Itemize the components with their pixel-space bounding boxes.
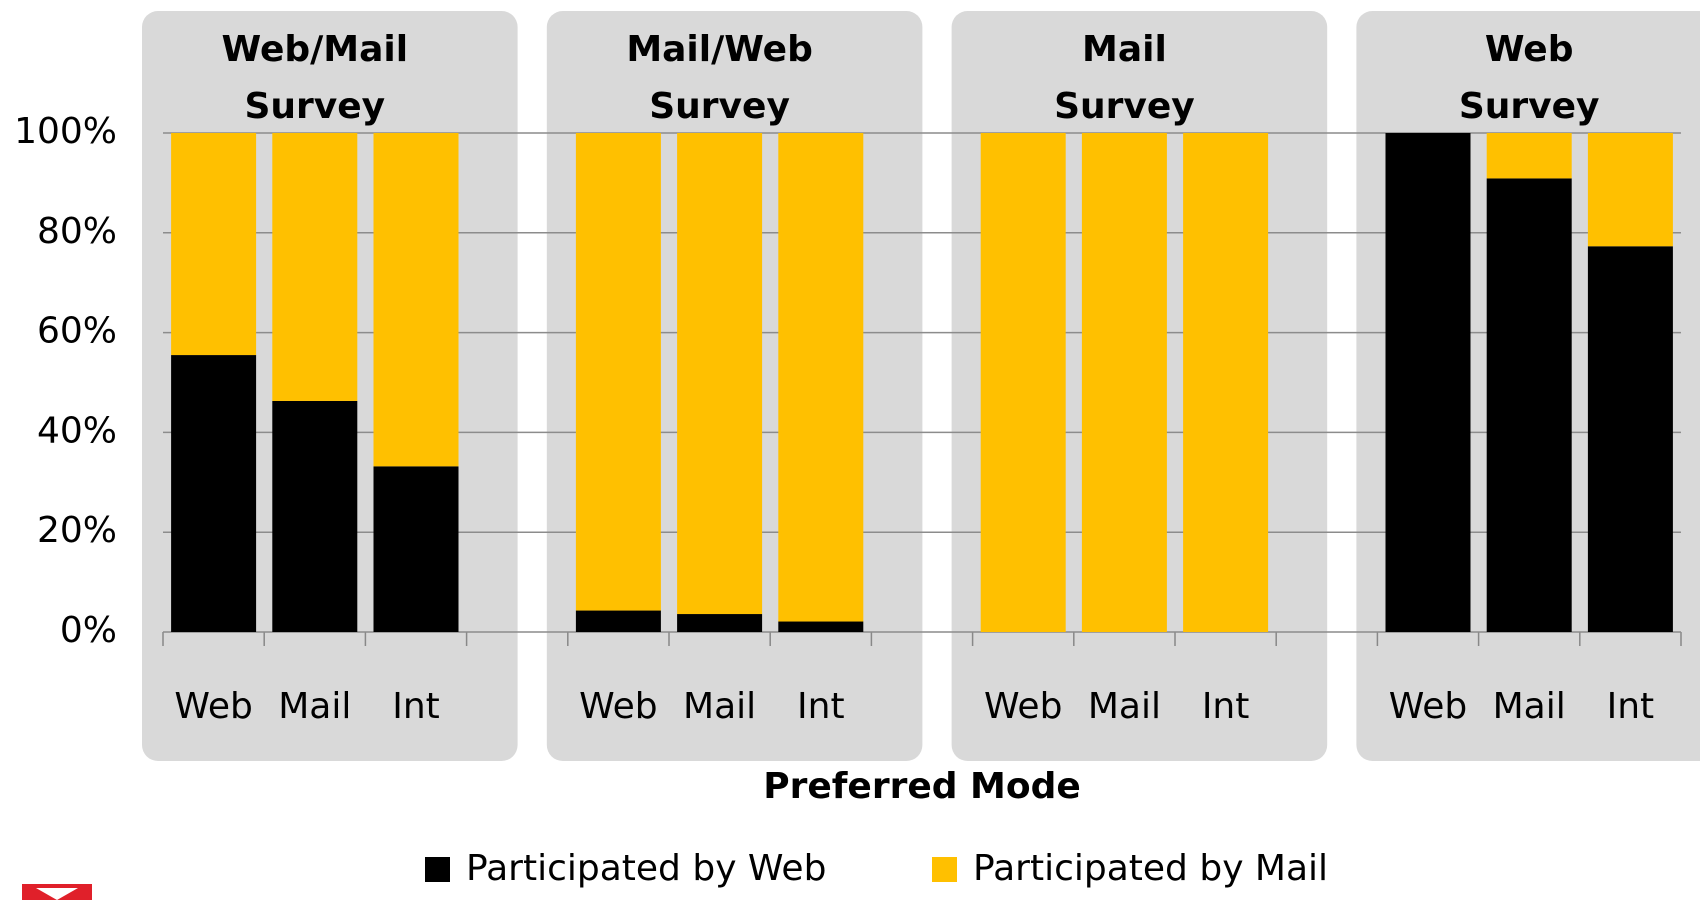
x-tick-label: Web bbox=[579, 686, 658, 727]
x-tick-label: Int bbox=[392, 686, 440, 727]
y-tick-label: 100% bbox=[14, 111, 117, 152]
x-tick-label: Mail bbox=[278, 686, 351, 727]
bar-segment bbox=[778, 133, 864, 622]
bar-segment bbox=[1587, 133, 1673, 247]
group-title: Mail Survey bbox=[1054, 29, 1195, 127]
legend-swatch bbox=[932, 857, 957, 882]
group-title: Mail/Web Survey bbox=[626, 29, 813, 127]
logo bbox=[22, 884, 92, 900]
bar-segment bbox=[1587, 246, 1673, 632]
bar-segment bbox=[677, 614, 763, 632]
bar-segment bbox=[373, 466, 459, 632]
bar-segment bbox=[1486, 133, 1572, 179]
y-tick-label: 0% bbox=[60, 610, 117, 651]
y-tick-label: 20% bbox=[37, 510, 117, 551]
x-tick-label: Mail bbox=[1088, 686, 1161, 727]
bar-segment bbox=[171, 355, 257, 632]
bars bbox=[171, 133, 1673, 632]
bar-segment bbox=[1486, 178, 1572, 632]
x-tick-label: Web bbox=[984, 686, 1063, 727]
bar-segment bbox=[1081, 133, 1167, 632]
bar-segment bbox=[575, 610, 661, 632]
y-tick-label: 60% bbox=[37, 311, 117, 352]
y-tick-label: 80% bbox=[37, 211, 117, 252]
bar-segment bbox=[1385, 133, 1471, 632]
x-tick-label: Int bbox=[1202, 686, 1250, 727]
bar-segment bbox=[171, 133, 257, 356]
labels: Web/Mail Survey Web Mail Int Mail/Web Survey We… bbox=[14, 29, 1654, 889]
bar-segment bbox=[272, 400, 358, 632]
bar-segment bbox=[373, 133, 459, 467]
x-tick-label: Web bbox=[1389, 686, 1468, 727]
bar-segment bbox=[778, 621, 864, 632]
bar-segment bbox=[980, 133, 1066, 632]
x-axis-label: Preferred Mode bbox=[763, 766, 1081, 807]
bar-segment bbox=[677, 133, 763, 615]
legend-label: Participated by Mail bbox=[973, 848, 1328, 889]
legend-label: Participated by Web bbox=[466, 848, 826, 889]
x-tick-label: Int bbox=[797, 686, 845, 727]
bar-segment bbox=[272, 133, 358, 401]
group-title: Web Survey bbox=[1459, 29, 1600, 127]
group-title: Web/Mail Survey bbox=[222, 29, 409, 127]
bar-segment bbox=[575, 133, 661, 611]
logo-cut bbox=[36, 888, 78, 900]
x-tick-label: Mail bbox=[1493, 686, 1566, 727]
x-tick-label: Int bbox=[1607, 686, 1655, 727]
x-tick-label: Mail bbox=[683, 686, 756, 727]
x-tick-label: Web bbox=[174, 686, 253, 727]
legend-swatch bbox=[425, 857, 450, 882]
bar-segment bbox=[1183, 133, 1269, 632]
y-tick-label: 40% bbox=[37, 410, 117, 451]
